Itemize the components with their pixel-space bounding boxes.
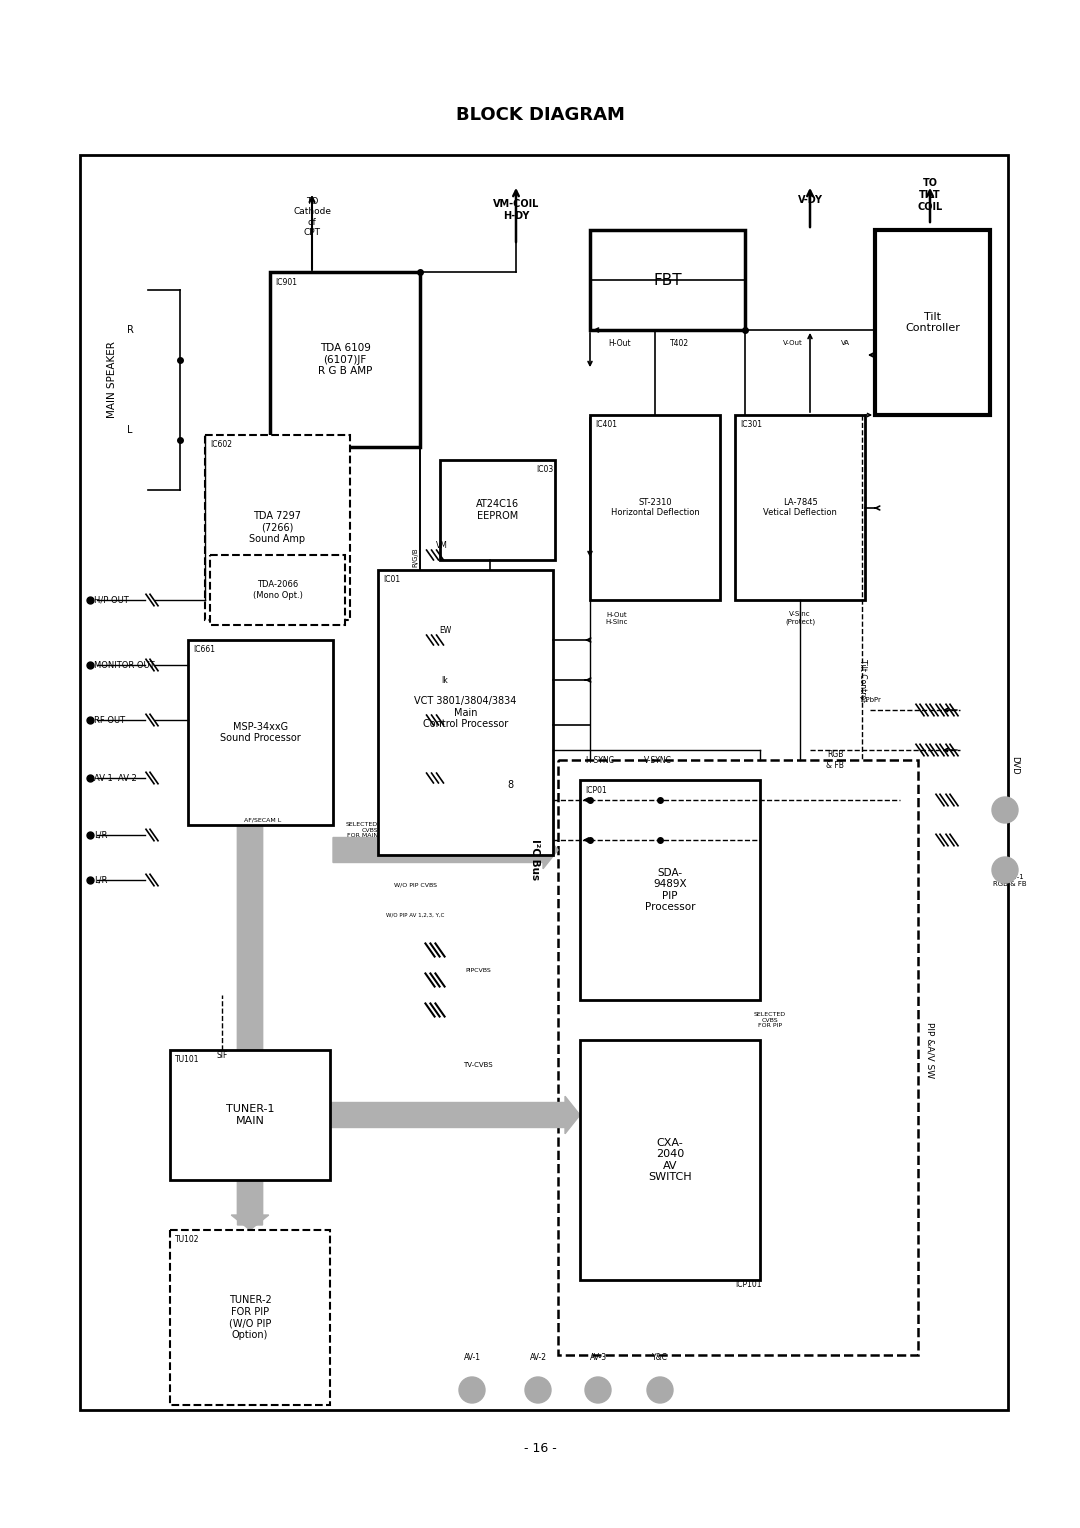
Text: V-Out: V-Out bbox=[783, 341, 802, 345]
Text: H/P OUT: H/P OUT bbox=[94, 596, 129, 605]
Text: DVD: DVD bbox=[1011, 756, 1020, 775]
Text: V-Sinc
(Protect): V-Sinc (Protect) bbox=[785, 611, 815, 625]
Bar bbox=[875, 231, 990, 416]
Text: ICP101: ICP101 bbox=[734, 1280, 761, 1290]
Text: TV-CVBS: TV-CVBS bbox=[463, 1062, 492, 1068]
Text: AV-1  AV-2: AV-1 AV-2 bbox=[94, 773, 137, 782]
Text: W/O PIP AV 1,2,3, Y,C: W/O PIP AV 1,2,3, Y,C bbox=[386, 912, 444, 917]
Text: IC661: IC661 bbox=[193, 645, 215, 654]
Text: MAIN SPEAKER: MAIN SPEAKER bbox=[107, 342, 117, 419]
Circle shape bbox=[647, 1377, 673, 1403]
Text: PIPCVBS: PIPCVBS bbox=[465, 967, 491, 972]
Bar bbox=[170, 1230, 330, 1406]
Bar bbox=[188, 640, 333, 825]
Text: VA: VA bbox=[840, 341, 850, 345]
Text: TU102: TU102 bbox=[175, 1235, 200, 1244]
Text: FBT: FBT bbox=[653, 272, 681, 287]
Text: LA-7845
Vetical Deflection: LA-7845 Vetical Deflection bbox=[764, 498, 837, 516]
Text: H-Out: H-Out bbox=[609, 339, 632, 347]
Text: L: L bbox=[127, 425, 133, 435]
Text: VM: VM bbox=[436, 541, 448, 550]
Text: TDA 7297
(7266)
Sound Amp: TDA 7297 (7266) Sound Amp bbox=[249, 510, 306, 544]
Text: H-Out
H-Sinc: H-Out H-Sinc bbox=[606, 611, 629, 625]
Text: MONITOR OUT: MONITOR OUT bbox=[94, 660, 154, 669]
Text: RF OUT: RF OUT bbox=[94, 715, 125, 724]
Bar bbox=[735, 416, 865, 601]
Text: V-SYNC: V-SYNC bbox=[644, 755, 672, 764]
Text: AV-3: AV-3 bbox=[590, 1354, 607, 1363]
Text: IC901: IC901 bbox=[275, 278, 297, 287]
Bar bbox=[378, 570, 553, 856]
Text: Tilt
Controller: Tilt Controller bbox=[905, 312, 960, 333]
Bar bbox=[580, 1041, 760, 1280]
Text: AT24C16
EEPROM: AT24C16 EEPROM bbox=[476, 500, 519, 521]
Text: SELECTED
CVBS
FOR MAIN: SELECTED CVBS FOR MAIN bbox=[346, 822, 378, 839]
Bar bbox=[558, 759, 918, 1355]
Text: AV-1: AV-1 bbox=[463, 1354, 481, 1363]
FancyArrow shape bbox=[249, 1096, 580, 1134]
Bar bbox=[170, 1050, 330, 1180]
Bar bbox=[210, 555, 345, 625]
Text: R/G/B: R/G/B bbox=[411, 547, 418, 567]
Bar bbox=[205, 435, 350, 620]
Circle shape bbox=[993, 857, 1018, 883]
Text: 8: 8 bbox=[507, 779, 513, 790]
Bar bbox=[580, 779, 760, 999]
Text: V-DY: V-DY bbox=[797, 196, 823, 205]
Text: W/O PIP CVBS: W/O PIP CVBS bbox=[393, 883, 436, 888]
Bar bbox=[270, 272, 420, 448]
FancyArrow shape bbox=[333, 831, 558, 869]
Text: Y&C: Y&C bbox=[652, 1354, 667, 1363]
Text: IC301: IC301 bbox=[740, 420, 762, 429]
Text: SDA-
9489X
PIP
Processor: SDA- 9489X PIP Processor bbox=[645, 868, 696, 912]
Bar bbox=[590, 231, 745, 330]
FancyArrow shape bbox=[231, 720, 269, 1225]
Text: R: R bbox=[126, 325, 134, 335]
Text: TUNER-2
FOR PIP
(W/O PIP
Option): TUNER-2 FOR PIP (W/O PIP Option) bbox=[229, 1296, 271, 1340]
Text: Ik: Ik bbox=[442, 675, 448, 685]
Text: RGB
& FB: RGB & FB bbox=[826, 750, 843, 770]
Text: PIP &A/V SW: PIP &A/V SW bbox=[926, 1022, 934, 1079]
Text: EW: EW bbox=[438, 625, 451, 634]
Text: TUNER-1
MAIN: TUNER-1 MAIN bbox=[226, 1105, 274, 1126]
Text: ST-2310
Horizontal Deflection: ST-2310 Horizontal Deflection bbox=[610, 498, 700, 516]
Text: CXA-
2040
AV
SWITCH: CXA- 2040 AV SWITCH bbox=[648, 1138, 692, 1183]
Text: AV-2: AV-2 bbox=[529, 1354, 546, 1363]
Text: TO
Cathode
of
CPT: TO Cathode of CPT bbox=[293, 197, 330, 237]
Text: L/R: L/R bbox=[94, 831, 107, 839]
Text: SIF: SIF bbox=[216, 1051, 228, 1059]
Text: IC602: IC602 bbox=[210, 440, 232, 449]
Text: L/R: L/R bbox=[94, 876, 107, 885]
Text: ICP01: ICP01 bbox=[585, 785, 607, 795]
Text: IC03: IC03 bbox=[536, 465, 553, 474]
Text: TU101: TU101 bbox=[175, 1054, 200, 1063]
Text: Y,PbPr: Y,PbPr bbox=[859, 697, 881, 703]
Text: T402: T402 bbox=[671, 339, 689, 347]
Text: SCART-1
RGB & FB: SCART-1 RGB & FB bbox=[994, 874, 1027, 886]
Bar bbox=[590, 416, 720, 601]
Text: I²C Bus: I²C Bus bbox=[530, 839, 540, 880]
Text: TDA-2066
(Mono Opt.): TDA-2066 (Mono Opt.) bbox=[253, 581, 302, 599]
Text: BLOCK DIAGRAM: BLOCK DIAGRAM bbox=[456, 105, 624, 124]
Text: IC401: IC401 bbox=[595, 420, 617, 429]
Text: TO
TILT
COIL: TO TILT COIL bbox=[917, 179, 943, 211]
Circle shape bbox=[993, 798, 1018, 824]
Text: TDA 6109
(6107)JF
R G B AMP: TDA 6109 (6107)JF R G B AMP bbox=[318, 342, 373, 376]
Bar bbox=[440, 460, 555, 559]
Circle shape bbox=[585, 1377, 611, 1403]
Circle shape bbox=[525, 1377, 551, 1403]
Bar bbox=[80, 154, 1008, 1410]
Text: MSP-34xxG
Sound Processor: MSP-34xxG Sound Processor bbox=[220, 721, 301, 743]
Circle shape bbox=[459, 1377, 485, 1403]
Text: VM-COIL
H-DY: VM-COIL H-DY bbox=[492, 199, 539, 222]
Text: SELECTED
CVBS
FOR PIP: SELECTED CVBS FOR PIP bbox=[754, 1012, 786, 1028]
Text: AF/SECAM L: AF/SECAM L bbox=[244, 817, 282, 822]
Text: IC01: IC01 bbox=[383, 575, 400, 584]
Text: VCT 3801/3804/3834
Main
Control Processor: VCT 3801/3804/3834 Main Control Processo… bbox=[415, 695, 516, 729]
FancyArrow shape bbox=[231, 720, 269, 1230]
Text: H-SYNC: H-SYNC bbox=[585, 755, 615, 764]
Text: - 16 -: - 16 - bbox=[524, 1441, 556, 1455]
Text: Tilt Control: Tilt Control bbox=[858, 659, 866, 701]
